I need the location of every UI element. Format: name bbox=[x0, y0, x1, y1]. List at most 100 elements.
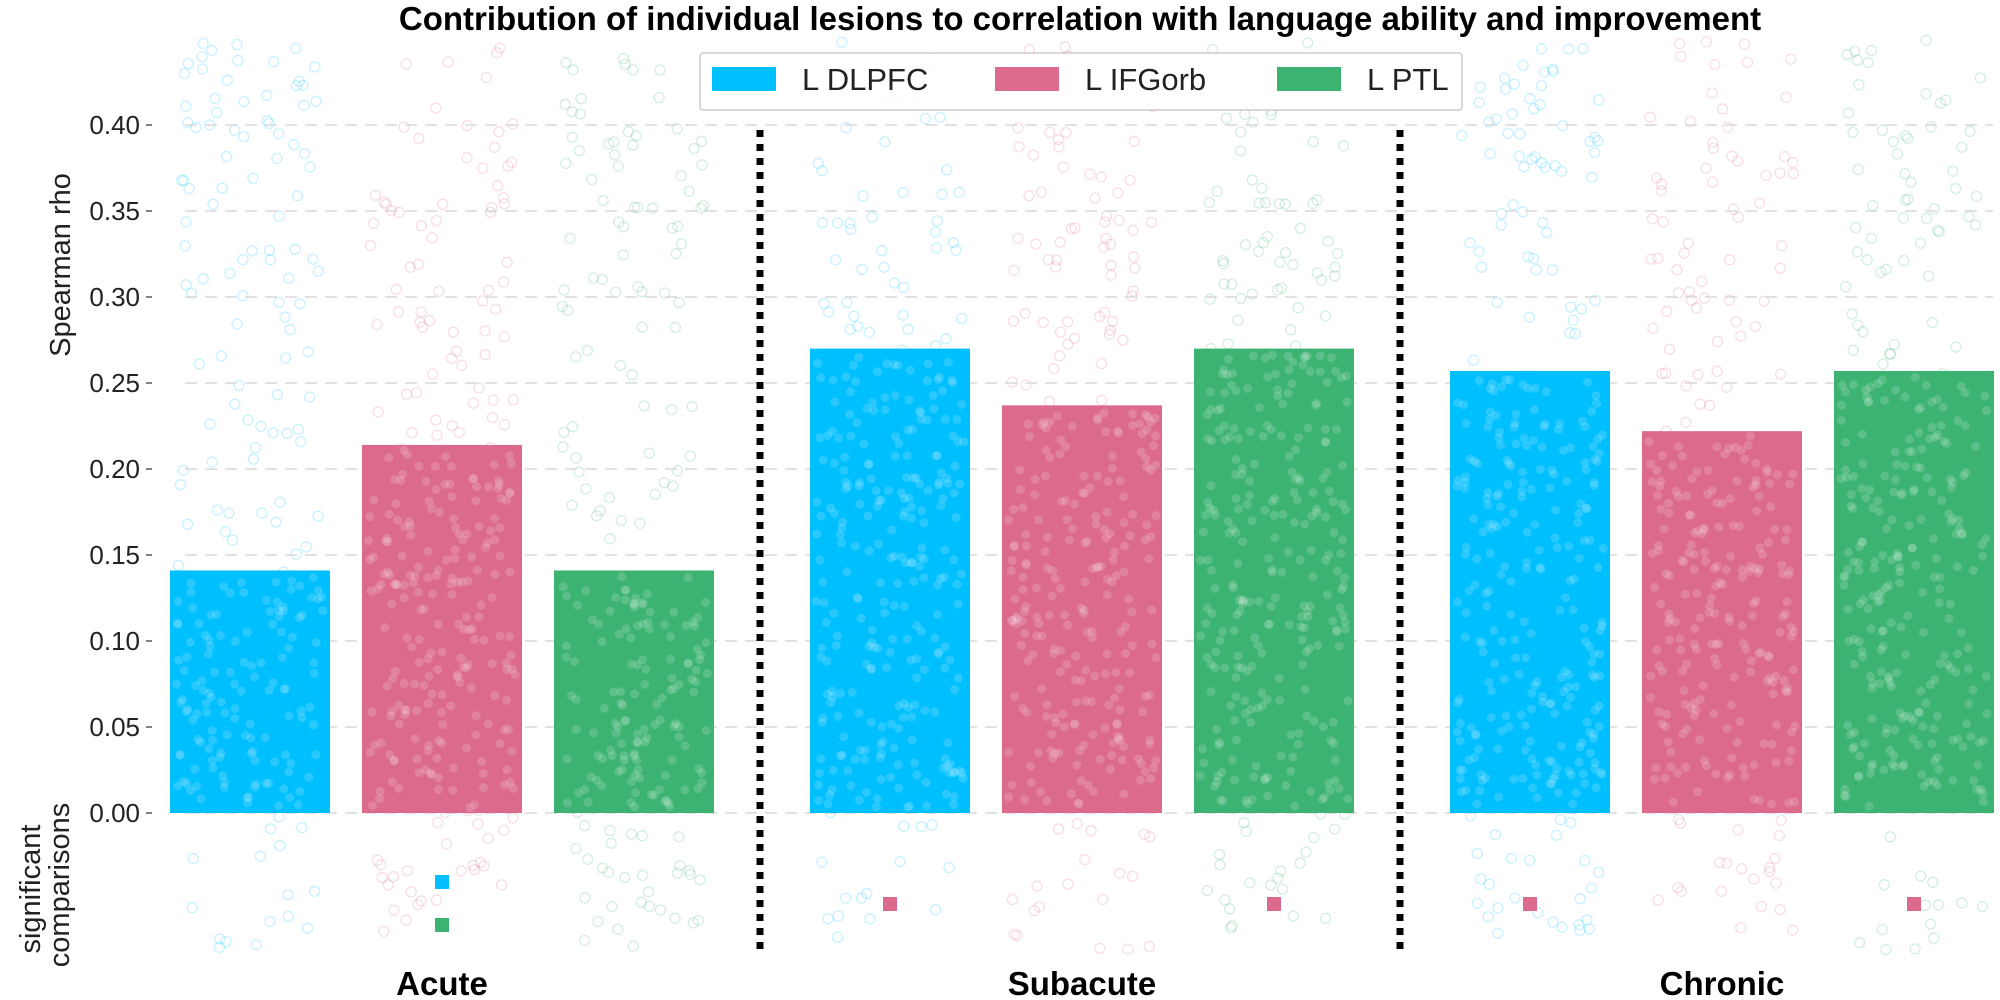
bar-dot bbox=[446, 462, 456, 472]
scatter-point bbox=[1884, 831, 1896, 843]
scatter-point bbox=[573, 466, 585, 478]
bar-dot bbox=[876, 774, 886, 784]
bar-dot bbox=[505, 632, 514, 642]
bar-dot bbox=[1216, 403, 1225, 413]
scatter-point bbox=[1928, 932, 1940, 944]
scatter-point bbox=[390, 283, 403, 296]
bar-dot bbox=[654, 785, 664, 795]
bar-dot bbox=[1207, 566, 1216, 575]
bar-dot bbox=[1936, 420, 1946, 430]
scatter-point bbox=[1322, 235, 1334, 247]
scatter-point bbox=[1508, 78, 1520, 90]
bar-dot bbox=[198, 685, 208, 695]
scatter-point bbox=[1272, 284, 1284, 296]
bar-dot bbox=[1055, 667, 1065, 677]
scatter-point bbox=[442, 56, 454, 68]
scatter-point bbox=[1698, 292, 1711, 304]
bar-dot bbox=[295, 581, 305, 591]
bar-dot bbox=[957, 400, 966, 409]
bar-dot bbox=[834, 433, 843, 443]
bar-dot bbox=[1226, 380, 1236, 390]
bar-dot bbox=[1867, 714, 1877, 724]
bar-dot bbox=[583, 797, 593, 807]
scatter-point bbox=[635, 896, 647, 908]
bar-dot bbox=[1210, 781, 1220, 791]
bar-dot bbox=[1754, 648, 1764, 658]
bar-dot bbox=[1021, 560, 1031, 570]
bar-dot bbox=[1453, 597, 1462, 607]
bar-dot bbox=[1322, 377, 1332, 387]
bar-dot bbox=[375, 786, 385, 796]
bar-dot bbox=[505, 488, 515, 498]
bar-dot bbox=[897, 552, 907, 562]
scatter-point bbox=[432, 816, 444, 829]
bar-dot bbox=[211, 609, 221, 619]
scatter-point bbox=[1749, 320, 1762, 333]
bar-dot bbox=[1571, 788, 1581, 798]
scatter-point bbox=[638, 400, 650, 412]
bar-dot bbox=[916, 552, 926, 562]
bar-dot bbox=[1220, 388, 1230, 398]
scatter-point bbox=[404, 261, 416, 273]
bar-dot bbox=[1472, 554, 1482, 564]
scatter-point bbox=[897, 309, 909, 321]
bar-dot bbox=[1329, 739, 1339, 748]
scatter-point bbox=[1238, 816, 1250, 829]
bar-dot bbox=[1482, 493, 1492, 503]
bar-dot bbox=[841, 484, 851, 494]
bar-dot bbox=[1574, 553, 1584, 563]
bar-dot bbox=[1686, 540, 1696, 550]
bar-dot bbox=[1767, 799, 1777, 809]
scatter-point bbox=[1524, 854, 1536, 867]
bar-dot bbox=[1502, 455, 1512, 465]
significance-marker bbox=[435, 918, 449, 932]
bar-dot bbox=[1248, 351, 1258, 361]
bar-dot bbox=[419, 604, 429, 614]
bar-dot bbox=[1707, 639, 1717, 649]
scatter-point bbox=[619, 871, 631, 884]
bar-dot bbox=[1536, 464, 1545, 474]
bar-dot bbox=[401, 705, 411, 715]
bar-dot bbox=[1756, 647, 1766, 657]
bar-dot bbox=[421, 477, 431, 486]
bar-dot bbox=[1040, 546, 1050, 556]
bar-dot bbox=[1917, 770, 1927, 779]
bar-dot bbox=[631, 788, 640, 798]
bar-dot bbox=[1589, 734, 1599, 744]
bar-dot bbox=[308, 720, 318, 730]
bar-dot bbox=[1783, 570, 1793, 580]
bar-dot bbox=[859, 439, 869, 449]
bar-dot bbox=[1933, 430, 1943, 440]
scatter-point bbox=[393, 206, 405, 219]
scatter-point bbox=[229, 398, 241, 410]
scatter-point bbox=[1204, 293, 1216, 305]
scatter-point bbox=[606, 900, 618, 913]
bar-dot bbox=[1672, 768, 1682, 778]
bar-dot bbox=[1454, 694, 1464, 704]
bar-dot bbox=[846, 387, 855, 397]
bar-dot bbox=[1711, 639, 1721, 649]
bar-dot bbox=[1224, 528, 1234, 538]
bar-dot bbox=[1263, 772, 1273, 782]
bar-dot bbox=[1766, 502, 1776, 512]
bar-dot bbox=[1714, 639, 1724, 648]
bar-dot bbox=[1765, 478, 1775, 488]
bar-dot bbox=[1461, 418, 1471, 428]
bar-dot bbox=[399, 445, 409, 455]
bar-dot bbox=[1233, 662, 1243, 672]
bar-dot bbox=[1848, 504, 1858, 513]
bar-dot bbox=[629, 598, 639, 608]
bar-dot bbox=[1594, 449, 1604, 458]
bar-dot bbox=[1846, 501, 1856, 511]
bar-dot bbox=[1251, 761, 1261, 771]
scatter-point bbox=[930, 903, 942, 916]
bar-dot bbox=[400, 710, 410, 720]
bar-dot bbox=[1854, 558, 1864, 568]
bar-dot bbox=[1047, 729, 1057, 739]
bar-dot bbox=[250, 756, 260, 766]
bar-dot bbox=[1302, 351, 1312, 361]
bar-dot bbox=[1689, 528, 1699, 538]
bar-dot bbox=[1298, 660, 1307, 670]
bar-dot bbox=[313, 586, 323, 595]
